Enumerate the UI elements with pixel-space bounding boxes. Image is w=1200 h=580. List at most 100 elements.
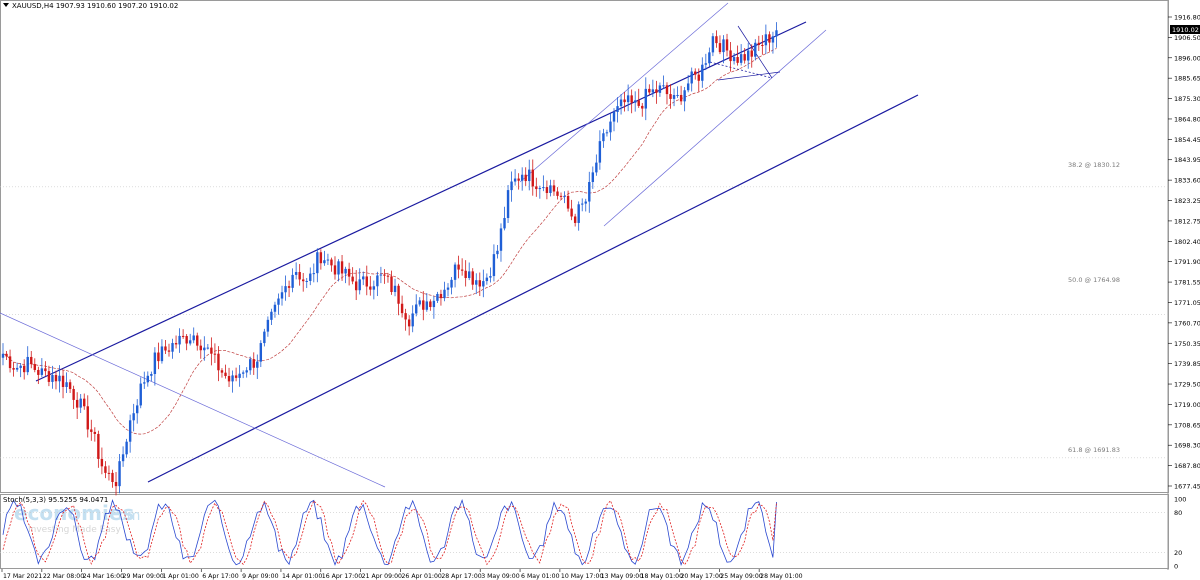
price-axis-label: 1885.65 bbox=[1174, 75, 1200, 83]
candle-body bbox=[556, 191, 559, 196]
candle-body bbox=[294, 272, 298, 275]
candle-body bbox=[104, 466, 107, 473]
dropdown-triangle-icon[interactable] bbox=[3, 3, 9, 7]
candle-body bbox=[206, 347, 210, 349]
candle-body bbox=[192, 335, 195, 341]
candle-body bbox=[139, 383, 142, 406]
candle-body bbox=[513, 178, 517, 182]
candle-body bbox=[605, 132, 609, 134]
candle-body bbox=[468, 271, 471, 279]
candle-body bbox=[581, 203, 584, 205]
time-axis-label: 20 May 17:00 bbox=[680, 573, 722, 580]
candle-body bbox=[188, 340, 192, 344]
candle-body bbox=[196, 335, 199, 346]
stoch-axis-label: 80 bbox=[1174, 509, 1182, 517]
candle-body bbox=[86, 406, 89, 430]
candle-body bbox=[107, 472, 111, 474]
candle-body bbox=[446, 287, 450, 290]
candle-body bbox=[386, 275, 390, 277]
candle-body bbox=[344, 268, 347, 274]
candle-body bbox=[432, 300, 436, 308]
candle-body bbox=[573, 216, 577, 223]
candle-body bbox=[450, 279, 453, 288]
price-axis-label: 1677.45 bbox=[1174, 483, 1200, 491]
candle-body bbox=[146, 375, 150, 383]
candle-body bbox=[775, 30, 778, 37]
fib-382-label: 38.2 @ 1830.12 bbox=[1068, 161, 1120, 169]
candle-body bbox=[171, 343, 174, 352]
candle-body bbox=[644, 88, 647, 109]
stoch-axis-label: 100 bbox=[1174, 496, 1186, 504]
time-axis-label: 24 Mar 16:00 bbox=[83, 573, 124, 580]
price-tag-text: 1910.02 bbox=[1172, 26, 1199, 34]
candle-body bbox=[602, 133, 605, 142]
time-axis-label: 17 Mar 2021 bbox=[3, 573, 42, 580]
candle-body bbox=[531, 169, 534, 187]
candle-body bbox=[1, 353, 5, 358]
candle-body bbox=[369, 286, 372, 290]
stoch-main-line bbox=[2, 498, 777, 566]
price-axis-label: 1719.00 bbox=[1174, 401, 1200, 409]
candle-body bbox=[651, 89, 655, 93]
candle-body bbox=[75, 399, 79, 408]
candle-body bbox=[535, 186, 538, 190]
candle-body bbox=[736, 57, 739, 63]
price-axis-label: 1875.30 bbox=[1174, 95, 1200, 103]
candle-body bbox=[743, 54, 746, 61]
candle-body bbox=[167, 350, 171, 352]
candle-body bbox=[517, 178, 520, 181]
candle-body bbox=[358, 279, 361, 291]
candle-body bbox=[655, 89, 658, 93]
price-axis-label: 1708.65 bbox=[1174, 421, 1200, 429]
candle-body bbox=[326, 259, 330, 261]
candle-body bbox=[662, 85, 665, 87]
candle-body bbox=[429, 301, 432, 308]
candle-body bbox=[213, 353, 217, 355]
time-axis-label: 28 Apr 17:00 bbox=[441, 573, 481, 580]
candle-body bbox=[485, 277, 489, 282]
time-axis-label: 28 May 01:00 bbox=[760, 573, 802, 580]
candle-body bbox=[312, 273, 315, 275]
candle-body bbox=[771, 36, 775, 43]
candle-body bbox=[351, 276, 354, 282]
candle-body bbox=[245, 370, 248, 373]
price-axis-label: 1906.50 bbox=[1174, 34, 1200, 42]
candle-body bbox=[203, 347, 206, 351]
candle-body bbox=[5, 353, 8, 357]
time-axis-label: 26 Apr 01:00 bbox=[402, 573, 442, 580]
price-axis-label: 1843.95 bbox=[1174, 156, 1200, 164]
candle-body bbox=[492, 254, 496, 277]
candle-body bbox=[284, 286, 287, 293]
candle-body bbox=[701, 64, 704, 81]
candle-body bbox=[93, 431, 97, 434]
candle-body bbox=[51, 375, 54, 382]
candle-body bbox=[19, 365, 22, 368]
price-axis-label: 1823.25 bbox=[1174, 197, 1200, 205]
candle-body bbox=[234, 375, 238, 378]
candle-body bbox=[164, 346, 167, 351]
candle-body bbox=[598, 141, 602, 163]
candle-body bbox=[637, 100, 640, 106]
candle-body bbox=[298, 272, 301, 280]
candle-body bbox=[100, 458, 104, 467]
candle-body bbox=[528, 169, 531, 182]
candle-body bbox=[648, 88, 651, 93]
time-axis-label: 6 Apr 17:00 bbox=[202, 573, 238, 580]
candle-body bbox=[422, 300, 425, 310]
price-axis-label: 1750.35 bbox=[1174, 340, 1200, 348]
time-axis-label: 10 May 17:00 bbox=[561, 573, 603, 580]
time-axis-label: 3 May 09:00 bbox=[481, 573, 520, 580]
descending-trendline bbox=[0, 312, 386, 488]
current-price-tag: 1910.02 bbox=[1170, 25, 1200, 34]
candle-body bbox=[153, 352, 157, 375]
fib-618-label: 61.8 @ 1691.83 bbox=[1068, 446, 1120, 454]
candle-body bbox=[354, 281, 358, 291]
ma-line bbox=[2, 48, 777, 435]
candle-body bbox=[764, 34, 768, 46]
candle-body bbox=[263, 331, 266, 344]
price-axis-label: 1802.40 bbox=[1174, 238, 1200, 246]
candle-body bbox=[372, 286, 376, 290]
candle-body bbox=[542, 187, 545, 189]
